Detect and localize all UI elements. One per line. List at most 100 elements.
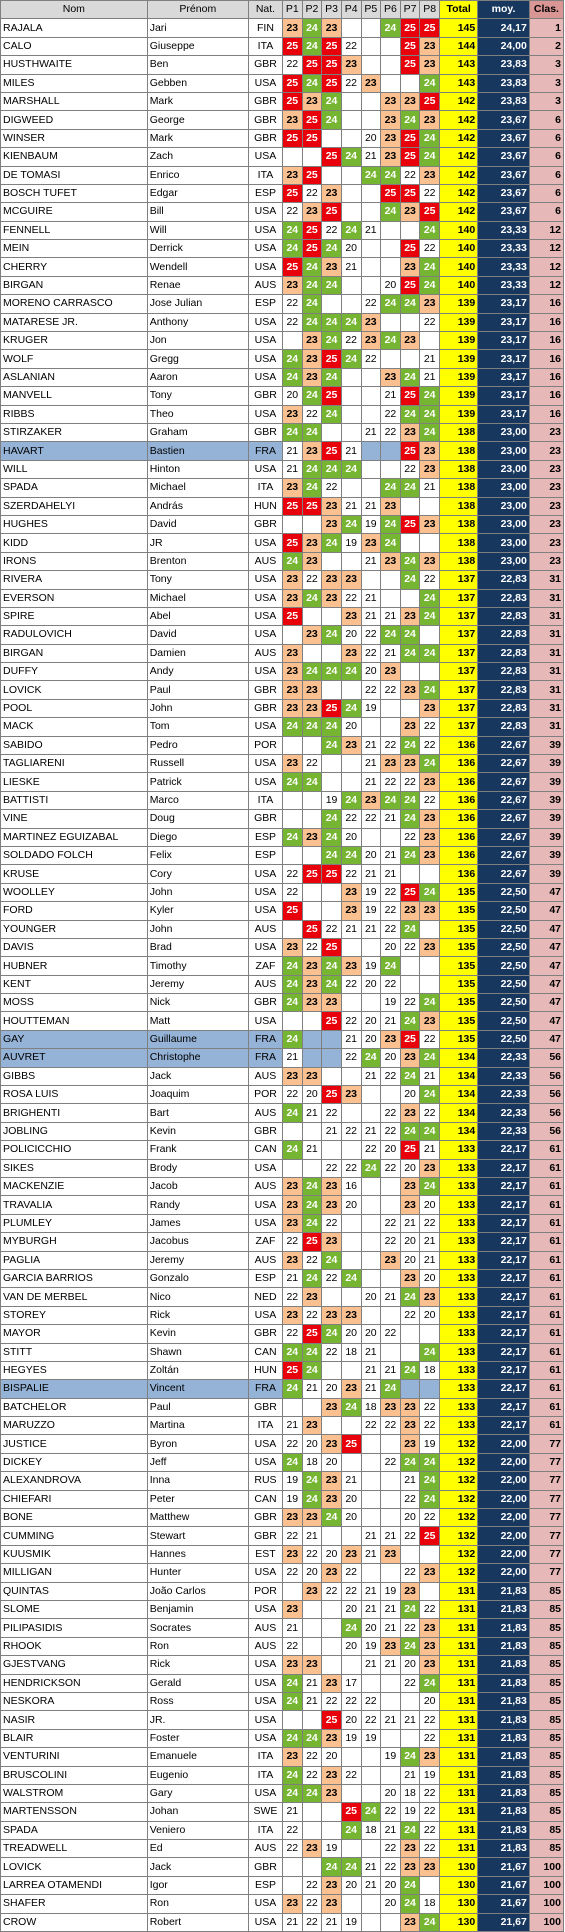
table-row[interactable]: BLAIR Foster USA 24 24 23 19 19 22 131 21,83 85 [0,1728,565,1749]
table-row[interactable]: ROSA LUIS Joaquim POR 22 20 25 23 20 24 134 22,33 5… [0,1085,565,1105]
table-row[interactable]: FENNELL Will USA 24 25 22 24 21 24 140 23,33 12 [0,220,565,241]
table-row[interactable]: GAY Guillaume FRA 24 21 20 23 25 22 135 22,50 47 [0,1029,565,1050]
table-row[interactable]: SPADA Veniero ITA 22 24 18 21 24 22 131 21,83 85 [0,1820,565,1841]
col-header-prenom[interactable]: Prénom [146,0,249,20]
table-row[interactable]: DIGWEED George GBR 23 25 24 23 24 23 142 23,67 6 [0,110,565,130]
table-row[interactable]: WILL Hinton USA 21 24 24 24 22 23 138 23,00 23 [0,459,565,480]
table-row[interactable]: MARUZZO Martina ITA 21 23 22 22 23 22 133 22,17 61 [0,1416,565,1436]
table-row[interactable]: FORD Kyler USA 25 23 19 22 23 23 135 22,50 47 [0,901,565,921]
table-row[interactable]: MAYOR Kevin GBR 22 25 24 20 20 22 133 22,17 61 [0,1324,565,1344]
table-row[interactable]: HUBNER Timothy ZAF 24 23 24 23 19 24 135 22,50 47 [0,956,565,976]
table-row[interactable]: RIBBS Theo USA 23 22 24 22 24 24 139 23,17 16 [0,404,565,424]
table-row[interactable]: KRUGER Jon USA 23 24 22 23 24 23 139 23,17 16 [0,331,565,351]
table-row[interactable]: BRIGHENTI Bart AUS 24 21 22 22 23 22 134 22,33 56 [0,1103,565,1123]
col-header-p2[interactable]: P2 [301,0,323,20]
table-row[interactable]: RIVERA Tony USA 23 22 23 23 24 22 137 22,83 31 [0,570,565,590]
table-row[interactable]: DICKEY Jeff USA 24 18 20 22 24 24 132 22,00 77 [0,1452,565,1473]
table-row[interactable]: SABIDO Pedro POR 24 23 21 22 24 22 136 22,67 39 [0,735,565,756]
table-row[interactable]: ASLANIAN Aaron USA 24 23 24 23 24 21 139 23,17 16 [0,367,565,388]
table-row[interactable]: JUSTICE Byron USA 22 20 23 25 23 19 132 22,00 77 [0,1434,565,1454]
table-row[interactable]: IRONS Brenton AUS 24 23 21 23 24 23 138 23,00 23 [0,551,565,572]
table-row[interactable]: DAVIS Brad USA 23 22 25 20 22 23 135 22,50 47 [0,937,565,958]
col-header-p8[interactable]: P8 [419,0,440,20]
table-row[interactable]: MILLIGAN Hunter USA 22 20 23 22 22 23 132 22,00 77 [0,1563,565,1583]
table-row[interactable]: ALEXANDROVA Inna RUS 19 24 23 21 21 24 132 22,00 77 [0,1471,565,1491]
table-row[interactable]: TREADWELL Ed AUS 22 23 19 22 23 22 131 21,83 85 [0,1839,565,1859]
table-row[interactable]: MOSS Nick GBR 24 23 23 19 22 24 135 22,50 47 [0,993,565,1013]
table-row[interactable]: BATTISTI Marco ITA 19 24 23 24 24 22 136 22,67 39 [0,790,565,811]
table-row[interactable]: MYBURGH Jacobus ZAF 22 25 23 22 20 21 133 22,17 61 [0,1232,565,1252]
table-row[interactable]: BIRGAN Renae AUS 23 24 24 20 25 24 140 23,33 12 [0,275,565,296]
table-row[interactable]: KUUSMIK Hannes EST 23 22 20 23 21 23 132 22,00 77 [0,1544,565,1565]
table-row[interactable]: LOVICK Jack GBR 24 24 21 22 23 23 130 21,67 100 [0,1857,565,1877]
table-row[interactable]: PAGLIA Jeremy AUS 23 22 24 23 20 21 133 22,17 61 [0,1250,565,1270]
table-row[interactable]: YOUNGER John AUS 25 22 21 21 22 24 135 22,50 47 [0,919,565,939]
table-row[interactable]: KIDD JR USA 25 23 24 19 23 24 138 23,00 23 [0,533,565,553]
table-row[interactable]: BISPALIE Vincent FRA 24 21 20 23 21 24 133 22,17 61 [0,1379,565,1399]
table-row[interactable]: CALO Giuseppe ITA 25 24 25 22 25 23 144 24,00 2 [0,36,565,57]
table-row[interactable]: KRUSE Cory USA 22 25 25 22 21 21 136 22,67 39 [0,864,565,884]
table-row[interactable]: HAVART Bastien FRA 21 23 25 21 25 23 138 23,00 23 [0,441,565,461]
table-row[interactable]: BIRGAN Damien AUS 23 23 22 21 24 24 137 22,83 31 [0,643,565,664]
table-row[interactable]: STIRZAKER Graham GBR 24 24 21 22 23 24 138 23,00 23 [0,422,565,443]
table-row[interactable]: GARCIA BARRIOS Gonzalo ESP 21 24 22 24 23 20 133 2… [0,1268,565,1289]
table-row[interactable]: WINSER Mark GBR 25 25 20 23 25 24 142 23,67 6 [0,128,565,149]
table-row[interactable]: BRUSCOLINI Eugenio ITA 24 22 23 22 21 19 131 21,83… [0,1765,565,1785]
table-row[interactable]: VINE Doug GBR 24 22 22 21 24 23 136 22,67 39 [0,809,565,829]
table-row[interactable]: RAJALA Jari FIN 23 24 23 24 25 25 145 24,17 1 [0,18,565,38]
table-row[interactable]: HOUTTEMAN Matt USA 25 22 20 21 24 23 135 22,50 47 [0,1011,565,1031]
table-row[interactable]: BOSCH TUFET Edgar ESP 25 22 23 25 25 22 142 23,67 6 [0,183,565,204]
col-header-p4[interactable]: P4 [340,0,362,20]
table-row[interactable]: POLICICCHIO Frank CAN 24 21 22 20 25 21 133 22,17 6… [0,1140,565,1160]
table-row[interactable]: TAGLIARENI Russell USA 23 22 21 23 23 24 136 22,67… [0,754,565,774]
table-row[interactable]: WOLF Gregg USA 24 23 25 24 22 21 139 23,17 16 [0,349,565,369]
table-row[interactable]: CHERRY Wendell USA 25 24 23 21 23 24 140 23,33 12 [0,257,565,277]
table-row[interactable]: SOLDADO FOLCH Felix ESP 24 24 20 21 24 23 136 22,6… [0,845,565,866]
table-row[interactable]: SLOME Benjamin USA 23 20 21 21 24 22 131 21,83 85 [0,1599,565,1620]
col-header-clas[interactable]: Clas. [528,0,565,20]
table-row[interactable]: LIESKE Patrick USA 24 24 21 22 22 23 136 22,67 39 [0,772,565,792]
table-row[interactable]: MORENO CARRASCO Jose Julian ESP 22 24 22 24 24 2… [0,294,565,314]
table-row[interactable]: VAN DE MERBEL Nico NED 22 23 20 21 24 23 133 22,17… [0,1287,565,1307]
table-row[interactable]: SZERDAHELYI András HUN 25 25 23 21 21 23 138 23,00… [0,496,565,516]
table-row[interactable]: WALSTROM Gary USA 24 24 23 20 18 22 131 21,83 85 [0,1783,565,1804]
table-row[interactable]: HEGYES Zoltán HUN 25 24 21 21 24 18 133 22,17 61 [0,1360,565,1381]
table-row[interactable]: MEIN Derrick USA 24 25 24 20 25 22 140 23,33 12 [0,239,565,259]
table-row[interactable]: WOOLLEY John USA 22 23 19 22 25 24 135 22,50 47 [0,882,565,903]
col-header-moy[interactable]: moy. [477,0,530,20]
col-header-p5[interactable]: P5 [360,0,382,20]
table-row[interactable]: MARTINEZ EGUIZABAL Diego ESP 24 23 24 20 22 23 13… [0,827,565,847]
table-row[interactable]: EVERSON Michael USA 23 24 23 22 21 24 137 22,83 31 [0,588,565,608]
table-row[interactable]: MARSHALL Mark GBR 25 23 24 23 23 25 142 23,83 3 [0,91,565,112]
table-row[interactable]: SPIRE Abel USA 25 23 21 21 23 24 137 22,83 31 [0,606,565,627]
table-row[interactable]: HUGHES David GBR 23 24 19 24 25 23 138 23,00 23 [0,514,565,535]
col-header-nom[interactable]: Nom [0,0,148,20]
table-row[interactable]: HENDRICKSON Gerald USA 24 21 23 17 22 24 131 21,83… [0,1673,565,1693]
col-header-p7[interactable]: P7 [399,0,421,20]
table-row[interactable]: BATCHELOR Paul GBR 23 24 18 23 23 22 133 22,17 61 [0,1397,565,1418]
table-row[interactable]: CUMMING Stewart GBR 22 21 21 21 22 25 132 22,00 77 [0,1526,565,1546]
table-row[interactable]: CHIEFARI Peter CAN 19 24 23 20 22 24 132 22,00 77 [0,1489,565,1510]
table-row[interactable]: TRAVALIA Randy USA 23 24 23 20 23 20 133 22,17 61 [0,1195,565,1215]
table-row[interactable]: RADULOVICH David USA 23 24 20 22 24 24 137 22,83 31 [0,625,565,645]
table-row[interactable]: PILIPASIDIS Socrates AUS 21 24 20 21 22 23 131 21,… [0,1618,565,1638]
table-row[interactable]: NESKORA Ross USA 24 21 22 22 22 20 131 21,83 85 [0,1691,565,1712]
col-header-p6[interactable]: P6 [380,0,401,20]
col-header-total[interactable]: Total [438,0,479,20]
table-row[interactable]: MATARESE JR. Anthony USA 22 24 24 24 23 22 139 23,… [0,312,565,333]
table-row[interactable]: HUSTHWAITE Ben GBR 22 25 25 23 25 23 143 23,83 3 [0,55,565,75]
table-row[interactable]: NASIR JR. USA 25 20 22 21 21 22 131 21,83 85 [0,1710,565,1730]
table-row[interactable]: BONE Matthew GBR 23 23 24 20 20 22 132 22,00 77 [0,1508,565,1528]
table-row[interactable]: STITT Shawn CAN 24 24 22 18 21 24 133 22,17 61 [0,1342,565,1362]
table-row[interactable]: CROW Robert USA 21 22 21 19 23 24 130 21,67 100 [0,1912,565,1932]
table-row[interactable]: DE TOMASI Enrico ITA 23 25 24 24 22 23 142 23,67 6 [0,165,565,185]
table-row[interactable]: KENT Jeremy AUS 24 23 24 22 20 22 135 22,50 47 [0,974,565,995]
table-row[interactable]: AUVRET Christophe FRA 21 22 24 20 23 24 134 22,33 5… [0,1048,565,1068]
table-row[interactable]: DUFFY Andy USA 23 24 24 24 20 23 137 22,83 31 [0,662,565,682]
table-row[interactable]: VENTURINI Emanuele ITA 23 22 20 19 24 23 131 21,83… [0,1747,565,1767]
col-header-nat[interactable]: Nat. [247,0,284,20]
table-row[interactable]: LOVICK Paul GBR 23 23 22 22 23 24 137 22,83 31 [0,680,565,700]
table-row[interactable]: MACKENZIE Jacob AUS 23 24 23 16 23 24 133 22,17 61 [0,1176,565,1197]
table-row[interactable]: QUINTAS João Carlos POR 23 22 22 21 19 23 131 21,8… [0,1581,565,1601]
table-row[interactable]: MARTENSSON Johan SWE 21 25 24 22 19 22 131 21,83 85 [0,1802,565,1822]
